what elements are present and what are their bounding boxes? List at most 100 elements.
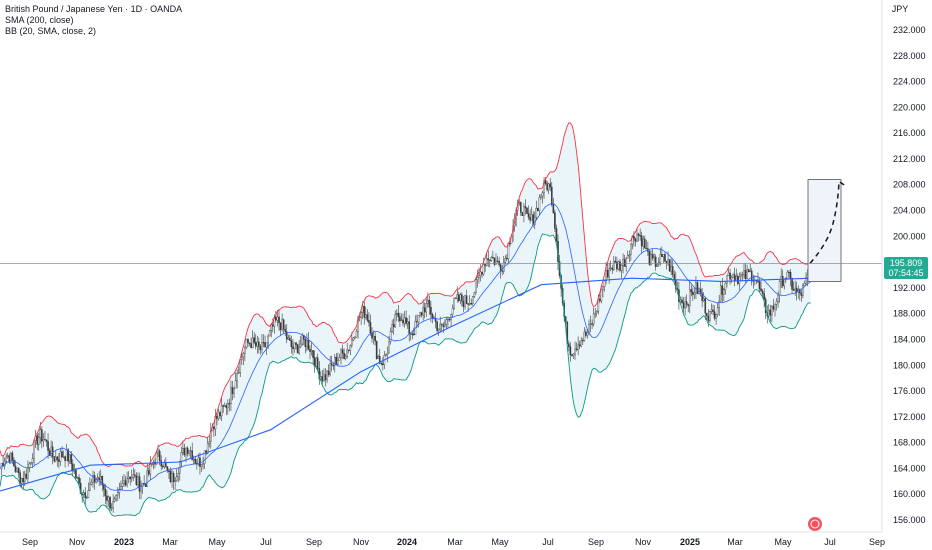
candle-body xyxy=(278,316,280,324)
candle-body xyxy=(244,347,246,354)
candle-body xyxy=(375,340,378,359)
candle-body xyxy=(707,315,710,321)
candle-body xyxy=(662,253,665,257)
time-tick-label: Sep xyxy=(869,537,885,547)
candle-body xyxy=(337,360,339,365)
candle-body xyxy=(233,388,235,394)
candle-body xyxy=(118,489,121,493)
candle-body xyxy=(307,340,310,350)
candle-body xyxy=(730,277,733,280)
candle-body xyxy=(186,447,189,454)
candle-body xyxy=(304,339,307,347)
candle-body xyxy=(160,460,163,467)
candle-body xyxy=(8,455,11,463)
candle-body xyxy=(316,357,319,369)
candle-body xyxy=(85,497,88,499)
candle-body xyxy=(602,286,604,291)
candle-body xyxy=(732,274,734,278)
candle-body xyxy=(219,412,221,417)
symbol-title[interactable]: British Pound / Japanese Yen · 1D · OAND… xyxy=(5,4,183,14)
candle-body xyxy=(622,259,624,266)
candle-body xyxy=(428,300,431,308)
candle-body xyxy=(589,323,592,325)
candle-body xyxy=(177,473,180,477)
candle-body xyxy=(289,337,291,341)
candle-body xyxy=(611,267,614,270)
price-tick-label: 212.000 xyxy=(893,154,926,164)
candle-body xyxy=(599,298,601,302)
candle-body xyxy=(636,233,638,242)
candle-body xyxy=(397,312,400,317)
candle-body xyxy=(385,354,387,356)
candle-body xyxy=(727,272,730,276)
candle-body xyxy=(89,484,91,491)
event-icon[interactable] xyxy=(808,517,822,531)
candle-body xyxy=(792,289,795,291)
candle-body xyxy=(299,343,302,348)
candle-body xyxy=(202,463,204,465)
candle-body xyxy=(578,344,581,347)
candle-body xyxy=(555,228,558,242)
candle-body xyxy=(540,195,542,198)
candle-body xyxy=(75,470,77,479)
candle-body xyxy=(594,312,596,315)
candle-body xyxy=(541,192,544,197)
candle-body xyxy=(606,270,609,278)
candle-body xyxy=(650,254,652,265)
time-tick-label: Nov xyxy=(69,537,86,547)
earnings-event-icon[interactable] xyxy=(808,517,822,531)
projection-drawing[interactable] xyxy=(807,179,846,282)
candle-body xyxy=(501,270,504,272)
candle-body xyxy=(172,473,175,482)
candle-body xyxy=(130,477,133,480)
candle-body xyxy=(42,439,45,442)
candle-body xyxy=(349,345,352,351)
candle-body xyxy=(106,495,108,501)
candle-body xyxy=(634,238,637,242)
bb-indicator-label[interactable]: BB (20, SMA, close, 2) xyxy=(5,26,97,36)
candle-body xyxy=(721,285,724,295)
candle-body xyxy=(430,306,432,315)
candle-body xyxy=(544,180,547,184)
price-tick-label: 156.000 xyxy=(893,515,926,525)
candle-body xyxy=(532,214,534,226)
candle-body xyxy=(140,486,142,492)
candle-body xyxy=(223,405,226,407)
candle-body xyxy=(222,405,225,407)
time-axis[interactable]: Sep Nov 2023 Mar May Jul Sep Nov 2024 Mar May Jul Se… xyxy=(22,537,885,547)
candle-body xyxy=(802,285,804,296)
time-tick-label: May xyxy=(491,537,509,547)
projection-path[interactable] xyxy=(809,180,846,264)
candle-body xyxy=(182,448,184,453)
candle-body xyxy=(459,294,462,301)
bb-basis-line xyxy=(0,203,811,491)
candle-body xyxy=(771,305,773,316)
candle-body xyxy=(724,282,727,290)
price-tick-label: 164.000 xyxy=(893,463,926,473)
candle-body xyxy=(155,452,158,465)
candle-body xyxy=(320,376,322,380)
candle-body xyxy=(719,285,722,302)
candle-body xyxy=(704,298,707,314)
projection-box[interactable] xyxy=(807,179,842,282)
candle-body xyxy=(230,387,232,404)
candle-body xyxy=(36,435,38,445)
candle-body xyxy=(64,456,66,461)
sma-indicator-label[interactable]: SMA (200, close) xyxy=(5,15,74,25)
chart-legend: British Pound / Japanese Yen · 1D · OAND… xyxy=(5,4,182,37)
candle-body xyxy=(586,332,589,336)
candle-body xyxy=(17,467,20,473)
candle-body xyxy=(789,272,792,279)
candle-body xyxy=(279,322,282,330)
candle-body xyxy=(144,483,147,487)
candle-body xyxy=(665,261,668,264)
candle-body xyxy=(653,256,655,259)
candle-body xyxy=(361,306,364,313)
candle-body xyxy=(656,264,658,267)
candle-body xyxy=(485,258,488,266)
candle-body xyxy=(39,429,42,438)
candle-body xyxy=(614,260,617,263)
candle-body xyxy=(644,238,646,249)
candle-body xyxy=(377,356,380,359)
